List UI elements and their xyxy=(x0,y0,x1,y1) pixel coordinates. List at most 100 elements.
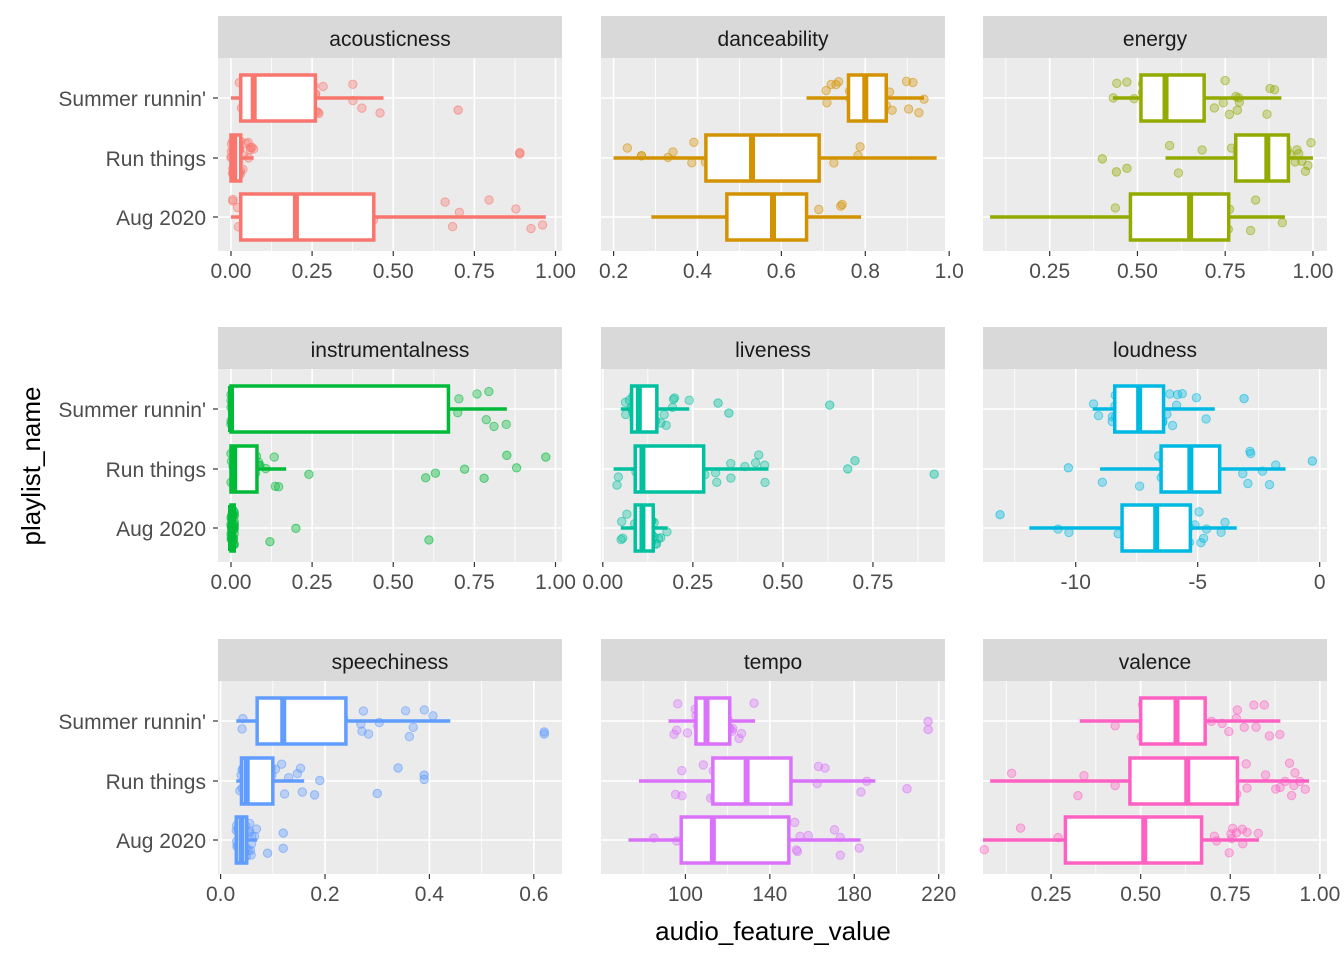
jitter-point xyxy=(454,394,464,404)
jitter-point xyxy=(616,534,626,545)
facet-panel-speechiness: speechiness 0.0 0.2 0.4 0.6 Summer runnin' Run… xyxy=(58,639,562,906)
x-tick-label: 0.75 xyxy=(1205,260,1246,283)
jitter-point xyxy=(1300,166,1311,176)
x-tick-label: 0.75 xyxy=(454,260,495,283)
y-tick-label: Aug 2020 xyxy=(116,830,206,853)
jitter-point xyxy=(1112,78,1122,88)
outlier-point xyxy=(929,469,939,479)
jitter-point xyxy=(511,204,521,214)
jitter-point xyxy=(400,706,411,716)
jitter-point xyxy=(1275,729,1285,740)
jitter-point xyxy=(822,98,832,108)
jitter-point xyxy=(357,103,367,113)
jitter-point xyxy=(760,477,770,488)
outlier-point xyxy=(1111,167,1122,177)
jitter-point xyxy=(1165,389,1175,399)
jitter-point xyxy=(1177,388,1187,399)
jitter-point xyxy=(901,76,912,87)
outlier-point xyxy=(713,398,723,408)
outlier-point xyxy=(304,469,314,480)
outlier-point xyxy=(420,473,431,483)
jitter-point xyxy=(612,480,622,490)
jitter-point xyxy=(613,472,624,482)
boxplot-run-things xyxy=(1165,133,1313,183)
jitter-point xyxy=(484,386,494,397)
jitter-point xyxy=(1242,783,1252,793)
jitter-point xyxy=(856,787,866,797)
box-iqr xyxy=(1233,133,1291,183)
facet-panel-valence: valence 0.25 0.50 0.75 1.00 xyxy=(979,639,1340,906)
outlier-point xyxy=(1122,163,1132,174)
outlier-point xyxy=(459,464,470,474)
y-axis-title: playlist_name xyxy=(16,387,46,546)
y-tick-label: Summer runnin' xyxy=(58,711,206,734)
outlier-point xyxy=(372,788,382,799)
y-tick-label: Run things xyxy=(106,771,206,794)
jitter-point xyxy=(622,509,632,519)
jitter-point xyxy=(228,196,238,206)
jitter-point xyxy=(914,108,924,118)
facet-panel-acousticness: acousticness 0.00 0.25 0.50 0.75 1.00 Summer r… xyxy=(58,16,576,283)
jitter-point xyxy=(836,201,846,211)
jitter-point xyxy=(279,789,290,799)
x-tick-label: 0.50 xyxy=(1120,883,1161,906)
outlier-point xyxy=(902,784,912,794)
jitter-point xyxy=(668,147,678,157)
boxplot-summer-runnin- xyxy=(668,696,756,746)
outlier-point xyxy=(430,468,441,478)
facet-strip xyxy=(218,639,562,681)
outlier-point xyxy=(825,400,835,410)
jitter-point xyxy=(1260,770,1271,780)
jitter-point xyxy=(791,845,802,855)
jitter-point xyxy=(1264,479,1275,490)
jitter-point xyxy=(1242,827,1252,837)
jitter-point xyxy=(245,142,256,153)
jitter-point xyxy=(1218,98,1228,108)
jitter-point xyxy=(622,143,633,153)
x-tick-label: 180 xyxy=(837,883,872,906)
box-iqr xyxy=(629,384,659,434)
facet-strip xyxy=(218,327,562,369)
jitter-point xyxy=(726,458,736,469)
jitter-point xyxy=(1250,195,1261,205)
jitter-point xyxy=(1241,759,1251,769)
facet-panel-energy: energy 0.25 0.50 0.75 1.00 xyxy=(983,16,1333,283)
jitter-point xyxy=(408,722,418,732)
jitter-point xyxy=(669,729,679,740)
boxplot-aug-2020 xyxy=(1029,503,1237,553)
y-tick-label: Run things xyxy=(106,459,206,482)
boxplot-run-things xyxy=(613,133,937,183)
jitter-point xyxy=(1224,109,1235,120)
outlier-point xyxy=(479,473,489,484)
outlier-point xyxy=(923,716,933,727)
jitter-point xyxy=(659,410,669,420)
facet-strip xyxy=(983,639,1327,681)
jitter-point xyxy=(537,220,548,230)
jitter-point xyxy=(1220,517,1230,528)
jitter-point xyxy=(1224,848,1234,858)
x-tick-label: 1.00 xyxy=(535,571,576,594)
x-tick-label: 0.50 xyxy=(1117,260,1158,283)
x-tick-label: 0.25 xyxy=(292,260,333,283)
boxplot-aug-2020 xyxy=(651,192,862,242)
x-tick-label: 0.75 xyxy=(454,571,495,594)
x-tick-label: 0.50 xyxy=(373,571,414,594)
jitter-point xyxy=(440,197,450,207)
jitter-point xyxy=(821,85,831,96)
jitter-point xyxy=(276,759,287,769)
jitter-point xyxy=(1249,700,1259,710)
boxplot-summer-runnin- xyxy=(230,73,384,123)
jitter-point xyxy=(526,223,536,234)
boxplot-summer-runnin- xyxy=(236,696,451,746)
y-tick-label: Aug 2020 xyxy=(116,518,206,541)
jitter-point xyxy=(1015,823,1026,833)
jitter-point xyxy=(1088,399,1099,409)
x-tick-label: 0.4 xyxy=(683,260,713,283)
outlier-point xyxy=(502,450,512,461)
x-axis-title: audio_feature_value xyxy=(655,916,891,946)
facet-strip-label: danceability xyxy=(718,28,829,51)
box-iqr xyxy=(255,696,348,746)
jitter-point xyxy=(292,768,303,779)
jitter-point xyxy=(1259,700,1270,710)
x-tick-label: 1.00 xyxy=(535,260,576,283)
